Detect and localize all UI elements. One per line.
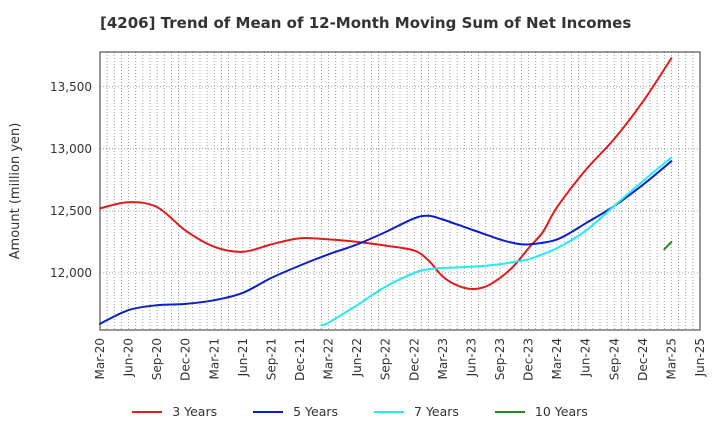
legend-swatch xyxy=(494,410,525,413)
y-tick-label: 13,500 xyxy=(50,80,92,94)
x-tick-label: Sep-23 xyxy=(493,338,507,380)
x-tick-label: Dec-21 xyxy=(293,338,307,381)
series-line-3-years xyxy=(99,57,673,291)
x-tick-label: Jun-24 xyxy=(579,338,593,377)
x-tick-labels: Mar-20 Jun-20 Sep-20 Dec-20 Mar-21 Jun-21 Sep-… xyxy=(93,338,707,381)
series-line-5-years xyxy=(99,160,673,325)
x-tick-label: Jun-21 xyxy=(236,338,250,377)
x-tick-label: Mar-25 xyxy=(664,338,678,379)
plot-frame xyxy=(99,51,701,331)
y-axis-label: Amount (million yen) xyxy=(8,123,23,260)
legend-item: 5 Years xyxy=(253,404,338,419)
y-tick-labels: 12,000 12,500 13,000 13,500 xyxy=(50,80,92,280)
x-tick-label: Dec-22 xyxy=(407,338,421,381)
x-tick-label: Sep-22 xyxy=(379,338,393,380)
legend-item: 10 Years xyxy=(494,404,588,419)
x-tick-label: Dec-24 xyxy=(636,338,650,381)
x-tick-label: Mar-20 xyxy=(93,338,107,379)
x-tick-label: Mar-23 xyxy=(436,338,450,379)
x-tick-label: Sep-24 xyxy=(607,338,621,380)
legend-item: 3 Years xyxy=(132,404,217,419)
legend-label: 3 Years xyxy=(172,404,218,419)
x-tick-label: Dec-23 xyxy=(522,338,536,381)
x-tick-label: Dec-20 xyxy=(179,338,193,381)
legend-item: 7 Years xyxy=(374,404,459,419)
legend-label: 7 Years xyxy=(414,404,459,419)
legend-swatch xyxy=(374,410,405,413)
legend: 3 Years 5 Years 7 Years 10 Years xyxy=(0,404,720,419)
x-tick-label: Jun-20 xyxy=(122,338,136,377)
x-tick-label: Mar-24 xyxy=(550,338,564,379)
x-tick-label: Mar-22 xyxy=(322,338,336,379)
y-tick-label: 12,500 xyxy=(50,204,92,218)
y-tick-label: 12,000 xyxy=(50,266,92,280)
series-line-10-years xyxy=(663,240,673,251)
legend-label: 5 Years xyxy=(293,404,339,419)
x-tick-label: Jun-25 xyxy=(693,338,707,377)
x-tick-label: Sep-20 xyxy=(150,338,164,380)
x-tick-label: Jun-22 xyxy=(350,338,364,377)
x-tick-label: Mar-21 xyxy=(207,338,221,379)
y-tick-label: 13,000 xyxy=(50,142,92,156)
chart-title: [4206] Trend of Mean of 12-Month Moving … xyxy=(100,14,632,32)
x-tick-label: Jun-23 xyxy=(464,338,478,377)
legend-label: 10 Years xyxy=(534,404,588,419)
series-lines xyxy=(99,57,673,326)
x-tick-label: Sep-21 xyxy=(264,338,278,380)
legend-swatch xyxy=(132,410,163,413)
grid-lines xyxy=(100,52,700,330)
legend-swatch xyxy=(253,410,284,413)
series-line-7-years xyxy=(320,156,673,326)
